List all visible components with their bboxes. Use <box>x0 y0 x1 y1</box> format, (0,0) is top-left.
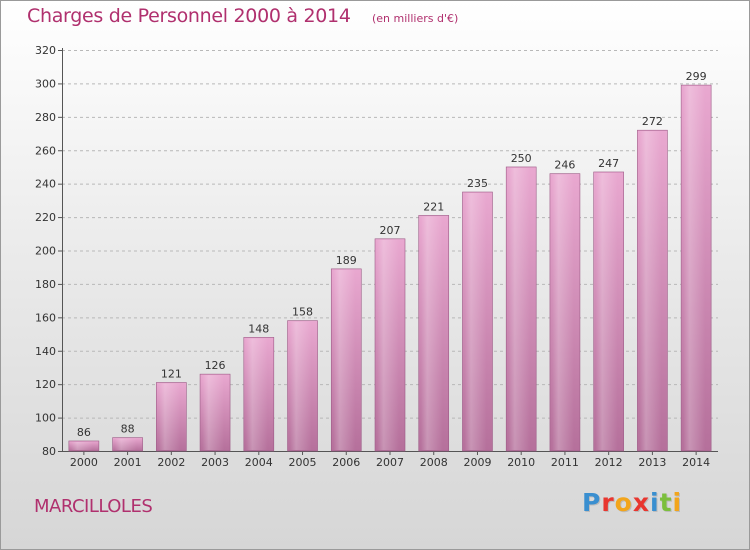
chart-title: Charges de Personnel 2000 à 2014 <box>27 5 351 27</box>
y-tick-label: 100 <box>35 412 56 425</box>
x-tick-label: 2000 <box>70 456 98 469</box>
x-tick-label: 2001 <box>114 456 142 469</box>
bar-highlight <box>551 174 574 450</box>
bar-highlight <box>595 172 618 451</box>
logo-letter: x <box>632 488 650 517</box>
data-label: 148 <box>248 322 269 335</box>
bar-highlight <box>464 193 487 451</box>
data-label: 207 <box>380 224 401 237</box>
data-label: 126 <box>205 359 226 372</box>
chart-subtitle: (en milliers d'€) <box>372 12 459 25</box>
bar-highlight <box>158 383 181 450</box>
logo-letter: i <box>672 488 683 517</box>
bar-highlight <box>420 216 443 450</box>
y-tick-label: 180 <box>35 278 56 291</box>
data-label: 272 <box>642 115 663 128</box>
data-label: 86 <box>77 426 91 439</box>
logo-letter: o <box>614 488 633 517</box>
y-tick-label: 240 <box>35 178 56 191</box>
x-tick-label: 2013 <box>638 456 666 469</box>
x-tick-label: 2014 <box>682 456 710 469</box>
x-tick-label: 2005 <box>289 456 317 469</box>
bar-highlight <box>245 338 268 450</box>
y-tick-label: 140 <box>35 345 56 358</box>
y-tick-label: 280 <box>35 111 56 124</box>
proxiti-logo: Proxiti <box>582 488 682 517</box>
data-label: 88 <box>121 423 135 436</box>
x-tick-label: 2007 <box>376 456 404 469</box>
y-tick-label: 300 <box>35 77 56 90</box>
x-tick-label: 2006 <box>332 456 360 469</box>
x-tick-label: 2002 <box>157 456 185 469</box>
bar-highlight <box>639 131 662 450</box>
bar-highlight <box>289 321 312 450</box>
bar-highlight <box>70 441 93 450</box>
y-tick-label: 220 <box>35 211 56 224</box>
y-tick-label: 120 <box>35 378 56 391</box>
bar-highlight <box>333 269 356 450</box>
x-tick-label: 2009 <box>463 456 491 469</box>
data-label: 121 <box>161 367 182 380</box>
data-label: 235 <box>467 177 488 190</box>
logo-letter: r <box>601 488 615 517</box>
y-tick-label: 320 <box>35 44 56 57</box>
logo-letter: i <box>650 488 660 517</box>
bar-highlight <box>202 375 225 450</box>
bar-highlight <box>683 86 706 451</box>
y-tick-label: 200 <box>35 245 56 258</box>
y-tick-label: 160 <box>35 311 56 324</box>
data-label: 246 <box>554 159 575 172</box>
x-tick-label: 2003 <box>201 456 229 469</box>
x-tick-label: 2011 <box>551 456 579 469</box>
logo-letter: P <box>582 488 602 517</box>
y-tick-label: 80 <box>42 445 56 458</box>
bar-highlight <box>114 438 137 450</box>
data-label: 158 <box>292 306 313 319</box>
x-tick-label: 2012 <box>595 456 623 469</box>
x-tick-label: 2010 <box>507 456 535 469</box>
data-label: 247 <box>598 157 619 170</box>
y-tick-label: 260 <box>35 144 56 157</box>
commune-name: MARCILLOLES <box>34 496 153 517</box>
data-label: 299 <box>686 70 707 83</box>
data-label: 189 <box>336 254 357 267</box>
bar-highlight <box>508 167 531 451</box>
data-label: 221 <box>423 200 444 213</box>
x-tick-label: 2008 <box>420 456 448 469</box>
x-tick-label: 2004 <box>245 456 273 469</box>
data-label: 250 <box>511 152 532 165</box>
bar-highlight <box>377 239 399 450</box>
logo-letter: t <box>659 488 673 517</box>
